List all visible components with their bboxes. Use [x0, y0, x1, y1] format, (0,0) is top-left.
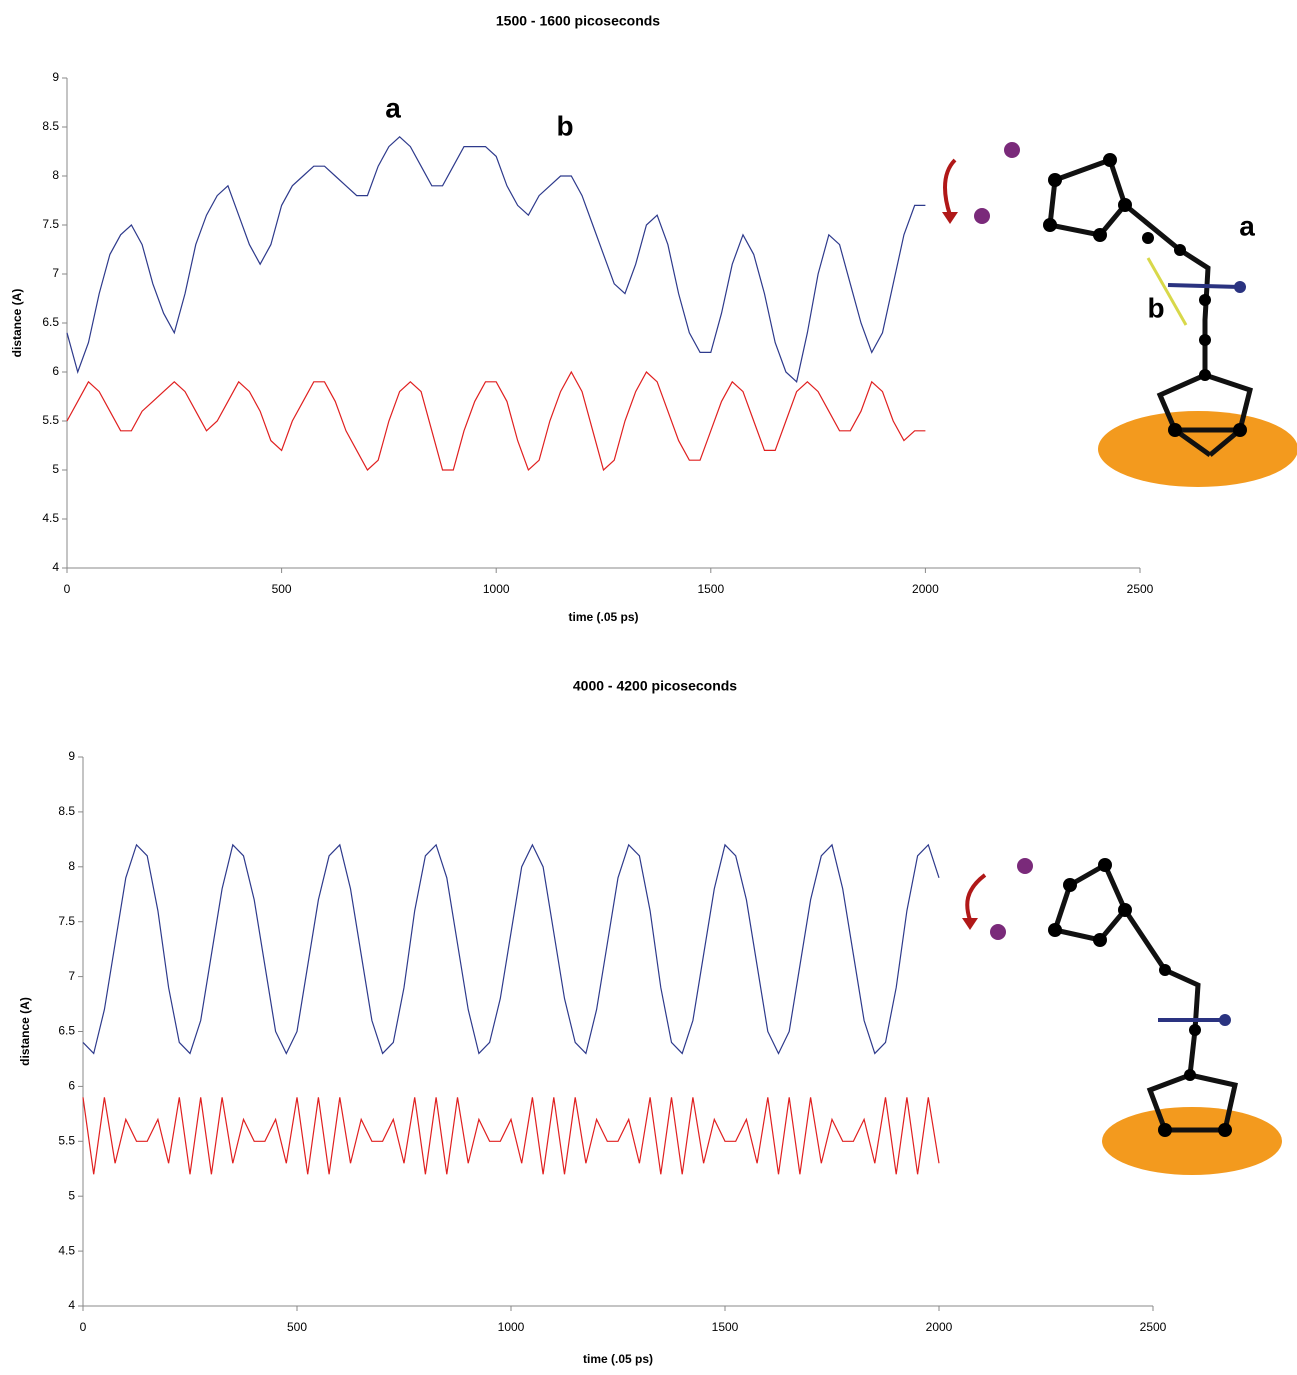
y-tick-label: 5 — [52, 462, 59, 476]
y-tick-label: 7.5 — [58, 914, 75, 928]
x-tick-label: 1500 — [712, 1320, 739, 1334]
data-line — [82, 843, 940, 1055]
x-tick-label: 0 — [64, 582, 71, 596]
atom — [1234, 281, 1246, 293]
y-tick-label: 8.5 — [42, 119, 59, 133]
y-tick-label: 7 — [68, 969, 75, 983]
y-tick-label: 4.5 — [42, 511, 59, 525]
rotation-arrow — [943, 158, 957, 216]
y-tick-label: 6 — [52, 364, 59, 378]
y-tick-label: 9 — [52, 70, 59, 84]
surface-disc — [1102, 1107, 1282, 1175]
y-tick-label: 5.5 — [58, 1133, 75, 1147]
data-line — [66, 370, 926, 472]
distance-arrow — [1146, 257, 1188, 326]
atom — [990, 924, 1006, 940]
annotation: b — [1147, 292, 1164, 323]
y-tick-label: 8.5 — [58, 804, 75, 818]
y-axis-label: distance (A) — [18, 997, 32, 1066]
y-tick-label: 5.5 — [42, 413, 59, 427]
x-axis-label: time (.05 ps) — [568, 610, 638, 624]
x-tick-label: 1000 — [498, 1320, 525, 1334]
x-tick-label: 2500 — [1140, 1320, 1167, 1334]
data-line — [66, 135, 926, 383]
chart-title: 1500 - 1600 picoseconds — [496, 13, 660, 29]
chart-title: 4000 - 4200 picoseconds — [573, 678, 737, 694]
y-tick-label: 7.5 — [42, 217, 59, 231]
molecule-illustration — [942, 142, 1297, 487]
x-tick-label: 2500 — [1127, 582, 1154, 596]
x-tick-label: 2000 — [926, 1320, 953, 1334]
atom — [974, 208, 990, 224]
axis-bar — [1167, 283, 1241, 289]
atom — [1004, 142, 1020, 158]
atoms — [1048, 858, 1232, 1137]
bonds — [1047, 156, 1253, 458]
data-line — [82, 1097, 940, 1175]
y-tick-label: 4.5 — [58, 1243, 75, 1257]
y-tick-label: 5 — [68, 1188, 75, 1202]
molecule-illustration — [962, 858, 1282, 1175]
x-tick-label: 500 — [272, 582, 292, 596]
atom — [1017, 858, 1033, 874]
x-tick-label: 500 — [287, 1320, 307, 1334]
x-tick-label: 1500 — [697, 582, 724, 596]
y-tick-label: 4 — [68, 1298, 75, 1312]
x-tick-label: 2000 — [912, 582, 939, 596]
y-tick-label: 8 — [52, 168, 59, 182]
y-tick-label: 4 — [52, 560, 59, 574]
y-tick-label: 6.5 — [42, 315, 59, 329]
annotation: b — [556, 110, 573, 141]
y-tick-label: 9 — [68, 749, 75, 763]
annotation: a — [385, 92, 401, 123]
rotation-arrow-head — [962, 918, 978, 930]
rotation-arrow — [965, 873, 987, 921]
x-axis-label: time (.05 ps) — [583, 1352, 653, 1366]
bonds — [1051, 861, 1238, 1133]
y-tick-label: 6.5 — [58, 1024, 75, 1038]
x-tick-label: 1000 — [483, 582, 510, 596]
atoms — [1043, 153, 1247, 437]
y-axis-label: distance (A) — [10, 289, 24, 358]
y-tick-label: 6 — [68, 1079, 75, 1093]
x-tick-label: 0 — [80, 1320, 87, 1334]
y-tick-label: 7 — [52, 266, 59, 280]
y-tick-label: 8 — [68, 859, 75, 873]
rotation-arrow-head — [942, 212, 958, 224]
annotation: a — [1239, 210, 1255, 241]
atom — [1219, 1014, 1231, 1026]
